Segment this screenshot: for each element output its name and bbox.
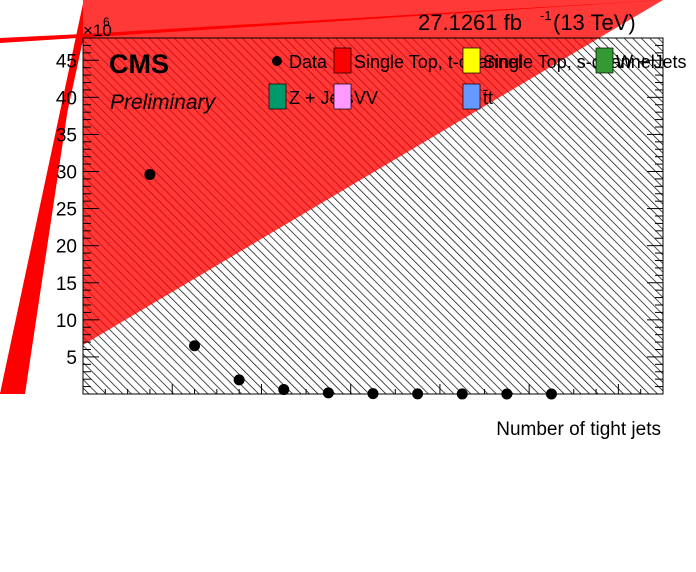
y-tick-label: 45 (56, 51, 77, 72)
experiment-label: CMS (109, 49, 169, 79)
legend-swatch (333, 83, 352, 110)
data-points (144, 168, 557, 400)
y-tick-label: 15 (56, 274, 77, 295)
legend-label: Data (289, 52, 328, 72)
y-tick-label: 35 (56, 125, 77, 146)
data-point (144, 168, 156, 180)
y-tick-label: 10 (56, 311, 77, 332)
legend-label: VV (354, 88, 378, 108)
y-tick-label: 25 (56, 200, 77, 221)
y-tick-label: 30 (56, 163, 77, 184)
legend-swatch (268, 83, 287, 110)
x-axis-label: Number of tight jets (496, 419, 661, 440)
y-tick-label: 5 (66, 348, 77, 369)
data-point (456, 388, 468, 400)
stack-overflow-top (0, 0, 663, 43)
data-point (278, 384, 290, 396)
luminosity-label: 27.1261 fb (418, 10, 522, 35)
y-axis-multiplier-exponent: 6 (103, 15, 110, 29)
legend-swatch (462, 47, 481, 74)
energy-label: (13 TeV) (553, 10, 636, 35)
y-tick-label: 40 (56, 88, 77, 109)
y-axis-multiplier: ×10 (83, 21, 112, 40)
legend-marker (272, 56, 282, 66)
y-axis: 5 10 15 20 25 30 35 40 45 (56, 44, 663, 388)
data-point (412, 388, 424, 400)
data-point (501, 388, 513, 400)
legend-swatch (462, 83, 481, 110)
legend-swatch (333, 47, 352, 74)
stack-single-top-t-channel (83, 0, 663, 345)
data-point (545, 388, 557, 400)
data-point (367, 388, 379, 400)
legend-swatch (595, 47, 614, 74)
data-point (322, 387, 334, 399)
data-point (189, 340, 201, 352)
status-label: Preliminary (110, 91, 217, 114)
legend-label: W + Jets (616, 52, 687, 72)
data-point (233, 374, 245, 386)
y-tick-label: 20 (56, 237, 77, 258)
luminosity-exponent: -1 (540, 8, 552, 23)
legend-label: t̄t (482, 88, 493, 108)
stack-overflow-left-edge (0, 4, 83, 394)
